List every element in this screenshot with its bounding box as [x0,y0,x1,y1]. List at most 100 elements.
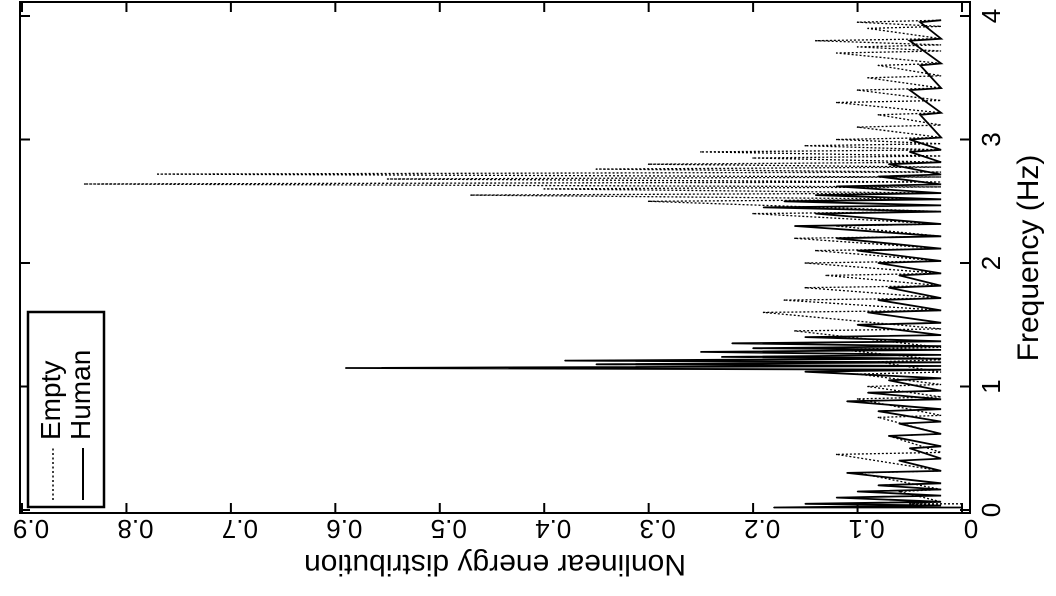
data-point [867,77,869,79]
data-point [835,185,838,188]
data-point [877,262,880,264]
data-point [721,356,723,358]
data-point [888,286,890,289]
data-point [898,422,901,425]
data-point [856,21,859,24]
tick-labels: 0 1 2 3 4 0 0.1 0.2 0.3 0.4 0.5 0.6 0.7 0.8 0.9 [13,9,1006,544]
legend-label-human: Human [65,350,96,440]
data-point [867,311,869,314]
data-point [794,330,796,332]
data-point [867,391,869,394]
data-point [919,114,921,116]
y-tick-label: 0.4 [535,514,571,544]
data-point [700,351,702,353]
x-tick-label: 4 [976,9,1006,23]
x-axis-title: Frequency (Hz) [1012,155,1045,362]
x-tick-label: 1 [976,379,1006,393]
data-point [804,262,807,264]
data-point [804,336,807,338]
data-point [815,249,817,252]
data-point [752,347,754,350]
data-point [835,237,838,240]
data-point [909,89,911,91]
y-tick-label: 0.1 [848,514,884,544]
data-point [157,173,159,175]
data-point [856,490,859,493]
data-point [856,126,859,128]
legend-box [26,310,106,509]
data-point [752,157,754,159]
legend: Empty Human [26,310,106,509]
data-point [595,168,598,170]
y-tick-label: 0 [964,514,978,544]
data-point [846,472,848,474]
data-point [773,506,775,509]
data-point [647,200,650,203]
data-point [804,370,807,373]
data-point [909,447,911,450]
data-point [835,52,838,54]
data-point [815,39,817,42]
data-point [877,299,880,301]
series-line-human [345,19,963,509]
data-point [856,89,859,91]
data-point [835,453,838,456]
data-point [815,212,817,215]
data-point [647,163,650,165]
data-point [888,163,890,165]
y-tick-label: 0.6 [326,514,362,544]
data-point [804,286,807,289]
data-point [783,200,786,203]
data-point [877,175,880,178]
y-axis-title: Nonlinear energy distribution [304,548,686,581]
plot-frame [19,1,971,514]
data-point [856,324,859,326]
data-point [345,367,347,369]
data-point [877,64,880,67]
data-point [888,379,890,382]
series-line-empty [84,19,963,505]
x-tick-label: 0 [976,503,1006,517]
data-point [470,194,472,196]
data-point [595,363,598,366]
data-point [731,342,733,345]
data-point [867,385,869,388]
y-tick-label: 0.5 [431,514,467,544]
data-point [804,144,807,147]
data-point [835,101,838,104]
data-point [898,459,901,462]
data-point [835,496,838,499]
data-point [898,274,901,277]
data-point [762,311,765,314]
data-point [877,410,880,413]
axis-ticks [20,2,970,513]
x-tick-label: 3 [976,132,1006,146]
data-point [919,64,921,67]
data-point [794,225,796,227]
data-point [909,39,911,42]
data-point [83,183,86,185]
y-tick-label: 0.9 [13,514,49,544]
data-point [867,27,869,30]
data-point [877,114,880,116]
data-point [804,503,807,505]
data-point [815,194,817,196]
data-point [909,151,911,153]
data-point [846,400,848,403]
data-point [783,299,786,301]
data-point [543,188,545,190]
data-point [564,359,566,362]
series-layer [83,19,963,509]
y-tick-label: 0.7 [222,514,258,544]
data-point [825,274,827,277]
data-point [386,178,389,180]
x-tick-label: 2 [976,256,1006,270]
data-point [762,206,765,209]
y-tick-label: 0.3 [640,514,676,544]
data-point [752,212,754,215]
data-point [877,416,880,419]
data-point [856,46,859,48]
data-point [794,237,796,240]
data-point [856,249,859,252]
